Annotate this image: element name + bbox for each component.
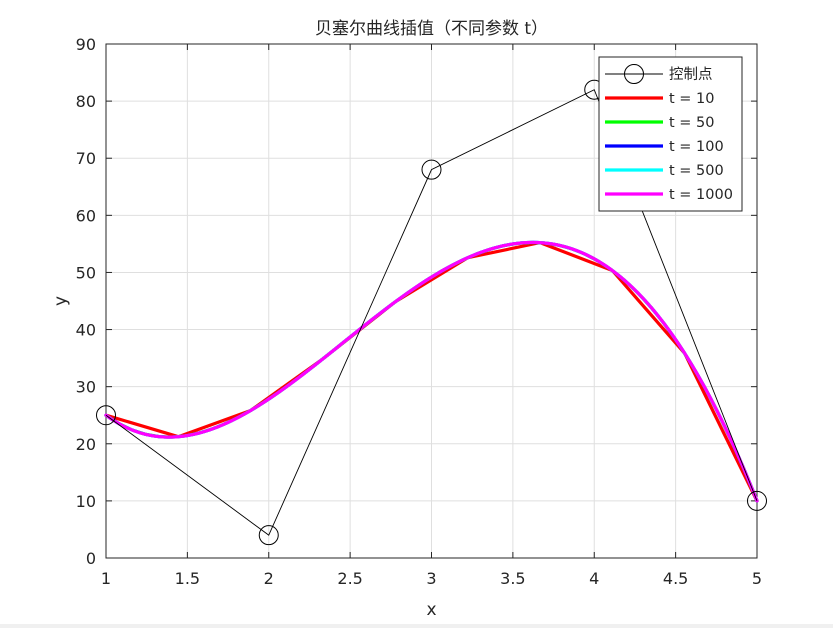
legend-label: 控制点 bbox=[669, 66, 713, 83]
x-tick-label: 2 bbox=[264, 569, 274, 588]
control-point-marker bbox=[96, 405, 116, 426]
legend-marker bbox=[624, 64, 644, 84]
y-tick-label: 0 bbox=[86, 549, 96, 568]
series-line bbox=[104, 241, 759, 503]
y-axis-label: y bbox=[51, 296, 71, 306]
legend-label: t = 50 bbox=[669, 115, 715, 131]
y-tick-label: 20 bbox=[76, 435, 96, 454]
y-tick-label: 50 bbox=[76, 263, 96, 282]
chart-title: 贝塞尔曲线插值（不同参数 t） bbox=[315, 19, 548, 39]
legend: 控制点 t = 10 t = 50 t = 100 t = 500 t = 1000 bbox=[598, 56, 743, 212]
legend-box bbox=[598, 56, 743, 212]
y-tick-label: 80 bbox=[76, 92, 96, 111]
y-tick-label: 90 bbox=[76, 35, 96, 54]
x-tick-label: 4.5 bbox=[663, 569, 688, 588]
x-tick-label: 1 bbox=[101, 569, 111, 588]
control-polygon bbox=[96, 79, 767, 546]
control-point-marker bbox=[747, 490, 767, 511]
x-tick-label: 4 bbox=[589, 569, 599, 588]
x-tick-label: 2.5 bbox=[337, 569, 362, 588]
x-tick-label: 1.5 bbox=[175, 569, 200, 588]
y-tick-label: 70 bbox=[76, 149, 96, 168]
control-polygon-line bbox=[105, 89, 758, 536]
series-line bbox=[104, 240, 759, 503]
x-axis-label: x bbox=[426, 600, 436, 620]
x-tick-label: 3.5 bbox=[500, 569, 525, 588]
y-tick-label: 30 bbox=[76, 378, 96, 397]
legend-label: t = 1000 bbox=[669, 187, 733, 203]
legend-label: t = 10 bbox=[669, 91, 715, 107]
legend-label: t = 500 bbox=[669, 163, 724, 179]
control-point-marker bbox=[421, 159, 442, 180]
legend-label: t = 100 bbox=[669, 139, 724, 155]
y-tick-label: 40 bbox=[76, 321, 96, 340]
series-layer bbox=[104, 240, 759, 503]
control-point-marker bbox=[258, 525, 279, 546]
x-tick-label: 3 bbox=[426, 569, 436, 588]
y-tick-label: 10 bbox=[76, 492, 96, 511]
y-tick-label: 60 bbox=[76, 206, 96, 225]
x-tick-label: 5 bbox=[752, 569, 762, 588]
